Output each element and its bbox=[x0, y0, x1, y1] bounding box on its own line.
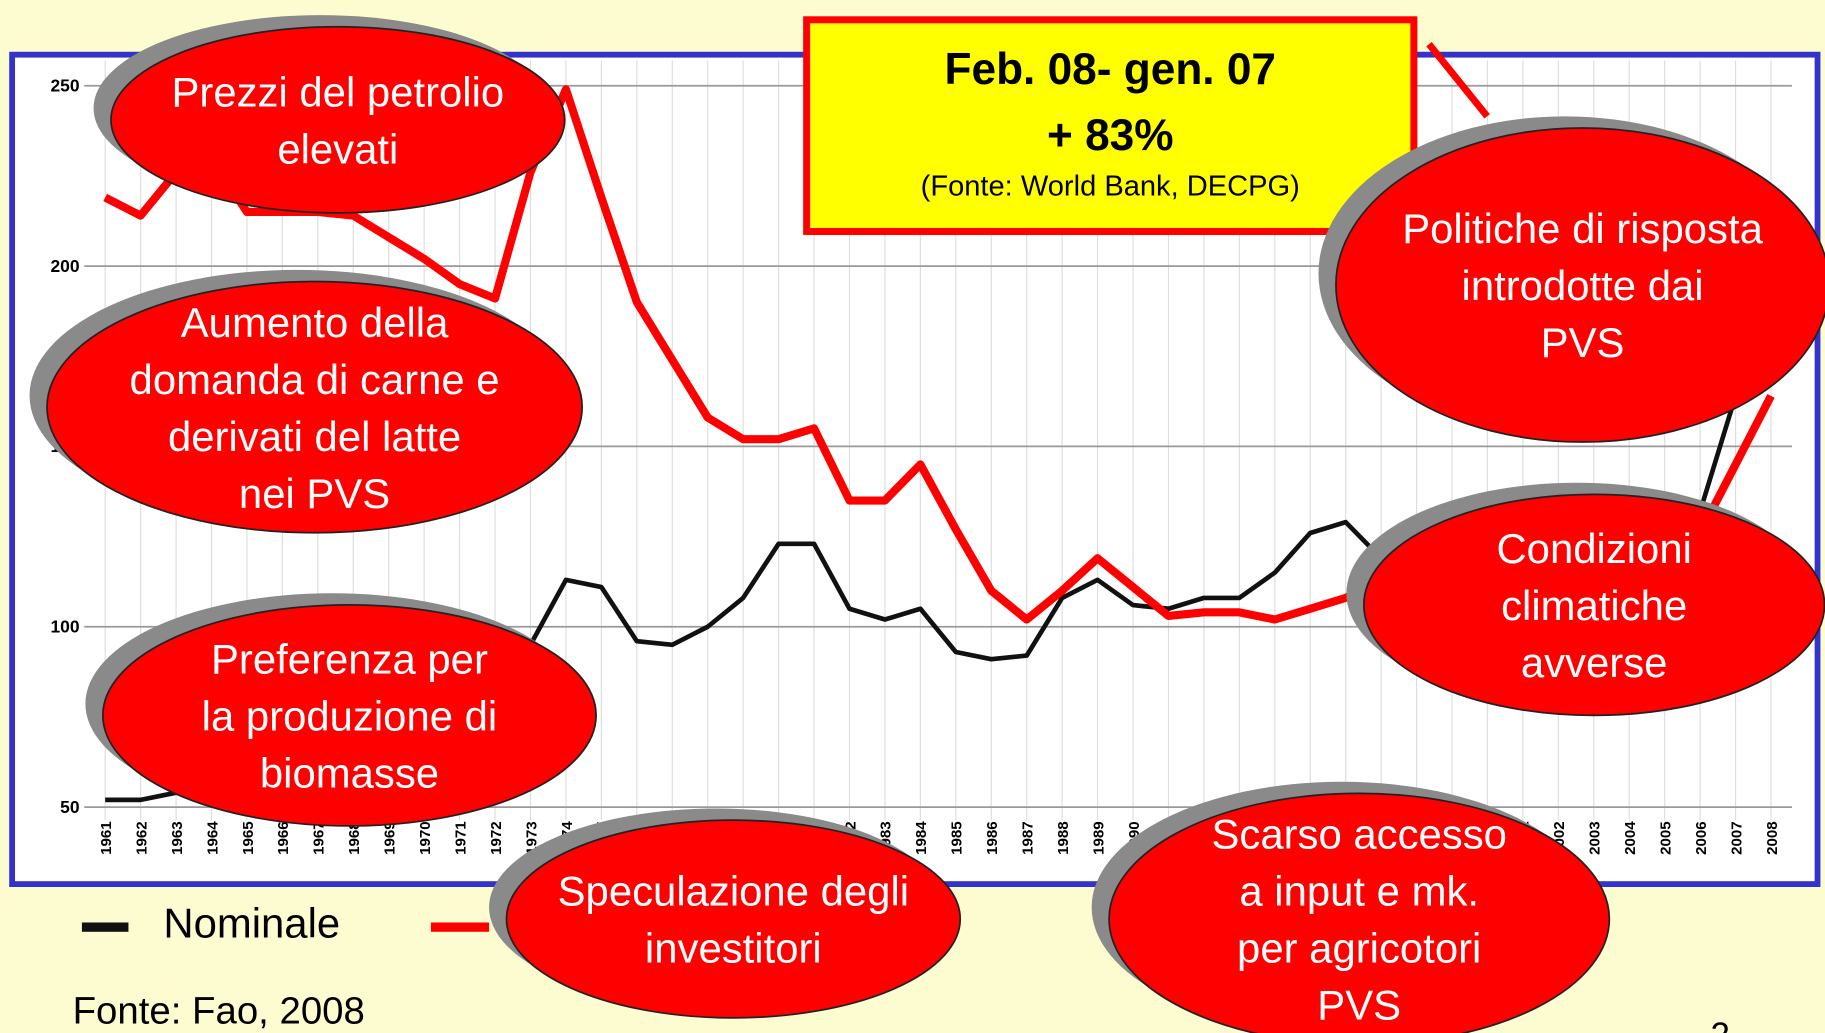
source: Fonte: Fao, 2008 bbox=[73, 990, 365, 1033]
x-tick-label: 1968 bbox=[346, 821, 363, 855]
callout bbox=[1108, 792, 1611, 1033]
x-tick-label: 1972 bbox=[488, 821, 505, 855]
callout-text: climatiche bbox=[1501, 582, 1687, 629]
callout-text: Politiche di risposta bbox=[1402, 205, 1763, 252]
x-tick-label: 1973 bbox=[523, 821, 540, 855]
callout-text: Condizioni bbox=[1496, 525, 1691, 572]
callout-text: elevati bbox=[277, 125, 398, 172]
info-box bbox=[803, 16, 1418, 235]
callout-text: a input e mk. bbox=[1239, 868, 1479, 915]
callout-text: la produzione di bbox=[202, 693, 498, 740]
x-tick-label: 1989 bbox=[1090, 821, 1107, 855]
x-tick-label: 1986 bbox=[984, 821, 1001, 855]
callout bbox=[110, 25, 566, 214]
callout-text: Speculazione degli bbox=[558, 868, 909, 915]
info-box-line: Feb. 08- gen. 07 bbox=[945, 45, 1277, 94]
legend-swatch bbox=[81, 922, 129, 932]
callout-text: PVS bbox=[1317, 982, 1401, 1029]
y-tick-label: 250 bbox=[50, 76, 79, 96]
callout bbox=[1335, 127, 1825, 443]
callout-text: Scarso accesso bbox=[1211, 811, 1506, 858]
callout-text: biomasse bbox=[260, 750, 439, 797]
callout-text: PVS bbox=[1541, 319, 1625, 366]
callout-text: introdotte dai bbox=[1462, 262, 1704, 309]
x-tick-label: 2005 bbox=[1657, 821, 1674, 855]
x-tick-label: 1967 bbox=[311, 821, 328, 855]
info-box-line: + 83% bbox=[1047, 111, 1174, 160]
callout-text: investitori bbox=[645, 925, 822, 972]
y-tick-label: 100 bbox=[50, 617, 79, 637]
x-tick-label: 2003 bbox=[1587, 821, 1604, 855]
callout-text: Aumento della bbox=[181, 299, 449, 346]
connector bbox=[1426, 42, 1490, 119]
x-tick-label: 1963 bbox=[169, 821, 186, 855]
x-tick-label: 1987 bbox=[1020, 821, 1037, 855]
x-tick-label: 1964 bbox=[204, 821, 221, 855]
x-tick-label: 1984 bbox=[913, 821, 930, 855]
callout-text: Preferenza per bbox=[211, 636, 488, 683]
legend-swatch bbox=[430, 922, 490, 932]
callout bbox=[101, 604, 597, 827]
x-tick-label: 1970 bbox=[417, 821, 434, 855]
callout-text: derivati del latte bbox=[168, 413, 461, 460]
y-tick-label: 50 bbox=[60, 797, 79, 817]
y-tick-label: 200 bbox=[50, 256, 79, 276]
callout bbox=[46, 280, 583, 534]
x-tick-label: 2006 bbox=[1693, 821, 1710, 855]
callout-text: nei PVS bbox=[239, 470, 390, 517]
x-tick-label: 1962 bbox=[133, 821, 150, 855]
x-tick-label: 1966 bbox=[275, 821, 292, 855]
x-tick-label: 1969 bbox=[382, 821, 399, 855]
callout-text: per agricotori bbox=[1237, 925, 1481, 972]
callout-text: Prezzi del petrolio bbox=[171, 68, 504, 115]
callout-text: avverse bbox=[1521, 639, 1668, 686]
x-tick-label: 2007 bbox=[1728, 821, 1745, 855]
page-number: 2 bbox=[1711, 1016, 1730, 1033]
legend-label: Nominale bbox=[163, 900, 340, 947]
x-tick-label: 1971 bbox=[452, 821, 469, 855]
x-tick-label: 1985 bbox=[949, 821, 966, 855]
x-tick-label: 1961 bbox=[98, 821, 115, 855]
callout bbox=[505, 819, 962, 1019]
callout-text: domanda di carne e bbox=[130, 356, 500, 403]
x-tick-label: 1965 bbox=[240, 821, 257, 855]
x-tick-label: 2004 bbox=[1622, 821, 1639, 855]
x-tick-label: 2008 bbox=[1764, 821, 1781, 855]
info-box-note: (Fonte: World Bank, DECPG) bbox=[921, 170, 1300, 202]
x-tick-label: 1988 bbox=[1055, 821, 1072, 855]
